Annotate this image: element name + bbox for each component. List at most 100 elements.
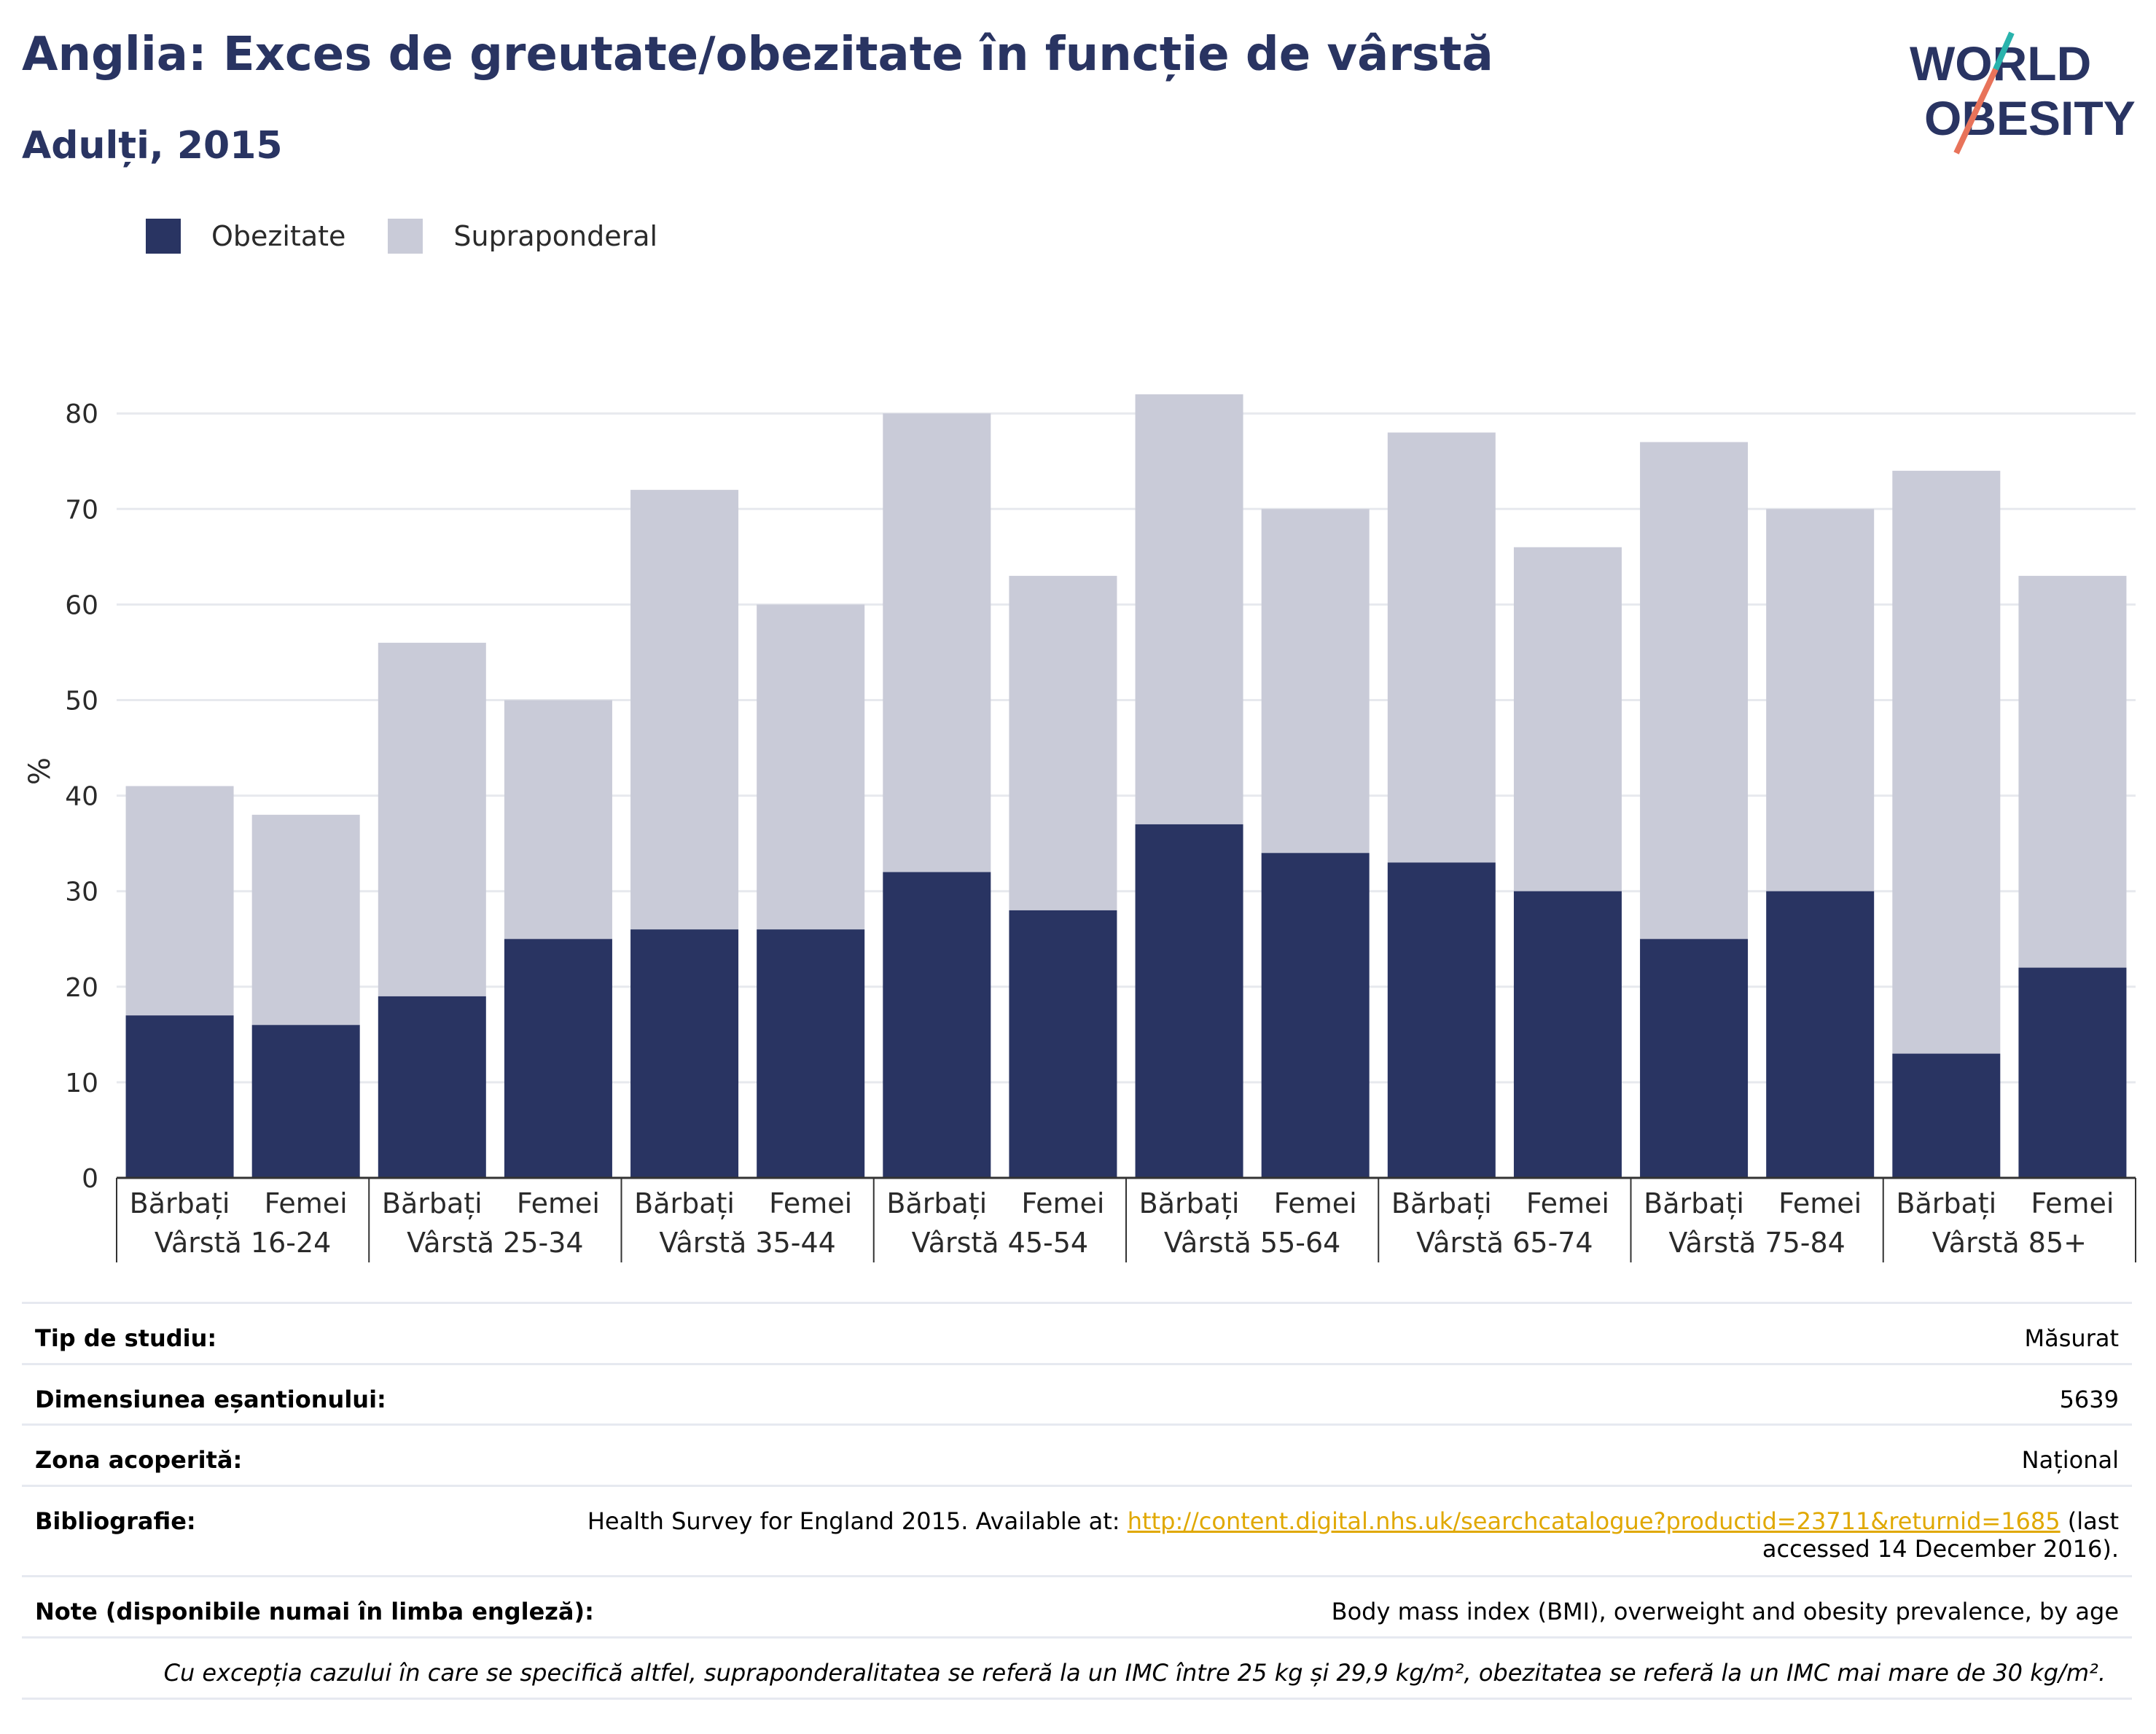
svg-text:OBESITY: OBESITY [1924,91,2136,145]
y-tick-label: 10 [65,1069,98,1098]
bar-obesity [630,929,739,1178]
bar-overweight [883,413,991,872]
bar-overweight [1387,432,1496,863]
bar-obesity [1009,910,1117,1178]
bar-obesity [251,1025,360,1178]
notes-value: Body mass index (BMI), overweight and ob… [1331,1598,2119,1625]
x-sub-label: Femei [1526,1187,1609,1219]
x-group-label: Vârstă 55-64 [1164,1227,1340,1259]
bar-obesity [1766,891,1875,1178]
footnote: Cu excepția cazului în care se specifică… [163,1659,2106,1687]
x-group-label: Vârstă 25-34 [407,1227,583,1259]
bar-overweight [1640,442,1749,940]
x-group-label: Vârstă 75-84 [1668,1227,1845,1259]
bar-overweight [630,490,739,930]
world-obesity-logo: WORLD OBESITY [1910,31,2136,155]
x-group-label: Vârstă 16-24 [155,1227,331,1259]
bar-overweight [1261,509,1370,854]
x-sub-label: Femei [517,1187,600,1219]
legend-swatch-overweight [388,219,423,254]
legend-swatch-obesity [146,219,181,254]
area-label: Zona acoperită: [35,1446,243,1474]
y-tick-label: 80 [65,399,98,429]
legend-label-obesity: Obezitate [211,220,346,252]
y-tick-label: 50 [65,687,98,716]
x-sub-label: Bărbați [634,1187,735,1219]
bibliography-accessed: accessed 14 December 2016). [1762,1535,2119,1563]
x-sub-label: Femei [769,1187,852,1219]
bar-obesity [504,939,612,1178]
study-type-value: Măsurat [2024,1324,2119,1352]
bibliography-value: Health Survey for England 2015. Availabl… [587,1507,2119,1563]
bar-overweight [1766,509,1875,891]
row-footnote: Cu excepția cazului în care se specifică… [22,1636,2132,1698]
bibliography-link[interactable]: http://content.digital.nhs.uk/searchcata… [1127,1507,2061,1535]
bar-obesity [1892,1053,2001,1178]
legend: Obezitate Supraponderal [146,219,700,254]
study-type-label: Tip de studiu: [35,1324,217,1352]
x-sub-label: Bărbați [1391,1187,1492,1219]
legend-item-overweight[interactable]: Supraponderal [388,219,657,254]
metadata-table: Tip de studiu: Măsurat Dimensiunea eșant… [22,1302,2132,1700]
bar-obesity [2018,967,2127,1178]
legend-label-overweight: Supraponderal [453,220,658,252]
x-sub-label: Femei [265,1187,348,1219]
x-sub-label: Bărbați [1896,1187,1996,1219]
bar-obesity [1135,824,1243,1178]
bar-obesity [883,872,991,1178]
x-group-label: Vârstă 45-54 [912,1227,1088,1259]
row-study-type: Tip de studiu: Măsurat [22,1302,2132,1363]
row-sample-size: Dimensiunea eșantionului: 5639 [22,1363,2132,1423]
bar-overweight [504,700,612,940]
x-sub-label: Femei [1021,1187,1104,1219]
y-tick-label: 40 [65,782,98,812]
bar-overweight [378,642,486,996]
sample-size-value: 5639 [2059,1386,2119,1413]
y-tick-label: 20 [65,973,98,1003]
bar-overweight [1009,576,1117,910]
x-group-label: Vârstă 85+ [1932,1227,2087,1259]
bar-obesity [1387,862,1496,1178]
x-group-label: Vârstă 65-74 [1416,1227,1593,1259]
bar-obesity [757,929,865,1178]
chart-title: Anglia: Exces de greutate/obezitate în f… [22,28,1493,82]
bar-overweight [1513,547,1622,891]
legend-item-obesity[interactable]: Obezitate [146,219,345,254]
x-group-label: Vârstă 35-44 [659,1227,835,1259]
x-sub-label: Femei [1778,1187,1862,1219]
area-value: Național [2021,1446,2119,1474]
bar-obesity [378,996,486,1178]
x-sub-label: Femei [2031,1187,2114,1219]
bibliography-suffix: (last [2060,1507,2119,1535]
bar-overweight [125,786,234,1016]
x-sub-label: Bărbați [382,1187,483,1219]
x-sub-label: Bărbați [130,1187,230,1219]
row-bibliography: Bibliografie: Health Survey for England … [22,1485,2132,1575]
bar-overweight [1135,394,1243,824]
y-tick-label: 0 [82,1164,98,1194]
bar-overweight [1892,470,2001,1054]
bar-obesity [1261,853,1370,1178]
y-tick-label: 70 [65,495,98,525]
bar-overweight [251,814,360,1026]
y-tick-label: 60 [65,590,98,620]
row-area: Zona acoperită: Național [22,1423,2132,1485]
bar-chart: 0 10 20 30 40 50 60 70 80% Bărbați Femei Vârstă 16-… [23,394,2136,1262]
bibliography-label: Bibliografie: [35,1507,196,1535]
y-axis-label: % [23,757,57,785]
x-sub-label: Bărbați [1139,1187,1240,1219]
table-bottom-rule [22,1698,2132,1700]
row-notes: Note (disponibile numai în limba engleză… [22,1575,2132,1636]
sample-size-label: Dimensiunea eșantionului: [35,1386,386,1413]
bar-overweight [2018,576,2127,968]
y-tick-label: 30 [65,878,98,907]
bar-obesity [1640,939,1749,1178]
notes-label: Note (disponibile numai în limba engleză… [35,1598,594,1625]
bibliography-prefix: Health Survey for England 2015. Availabl… [587,1507,1128,1535]
chart-subtitle: Adulți, 2015 [22,124,283,168]
bar-overweight [757,604,865,930]
x-sub-label: Bărbați [1644,1187,1744,1219]
x-sub-label: Bărbați [886,1187,987,1219]
x-sub-label: Femei [1274,1187,1357,1219]
bar-obesity [1513,891,1622,1178]
